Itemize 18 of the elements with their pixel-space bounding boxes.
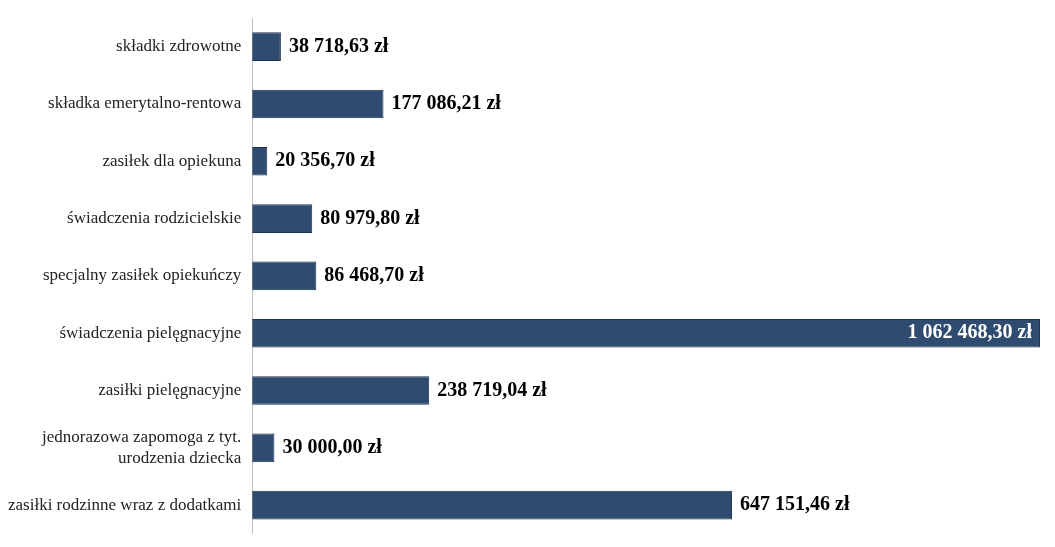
data-label: 80 979,80 zł <box>320 205 421 228</box>
y-tick-label: składka emerytalno-rentowa <box>48 93 242 113</box>
data-label: 38 718,63 zł <box>288 33 389 56</box>
data-label: 30 000,00 zł <box>282 435 383 458</box>
data-label: 647 151,46 zł <box>740 492 850 515</box>
y-tick-label: składki zdrowotne <box>116 36 242 56</box>
y-tick-label: świadczenia pielęgnacyjne <box>59 322 242 342</box>
data-label: 86 468,70 zł <box>324 263 425 286</box>
data-label: 238 719,04 zł <box>437 377 548 400</box>
y-tick-label: zasiłek dla opiekuna <box>102 150 242 170</box>
y-tick-label: zasiłki rodzinne wraz z dodatkami <box>8 494 242 514</box>
y-tick-label: świadczenia rodzicielskie <box>67 208 242 228</box>
y-tick-label: jednorazowa zapomoga z tyt. urodzenia dziecka <box>40 427 242 467</box>
y-tick-label: specjalny zasiłek opiekuńczy <box>42 265 242 285</box>
y-tick-label: zasiłki pielęgnacyjne <box>98 379 242 399</box>
data-label: 177 086,21 zł <box>391 91 502 114</box>
data-label: 1 062 468,30 zł <box>907 320 1033 343</box>
data-label: 20 356,70 zł <box>275 148 376 171</box>
